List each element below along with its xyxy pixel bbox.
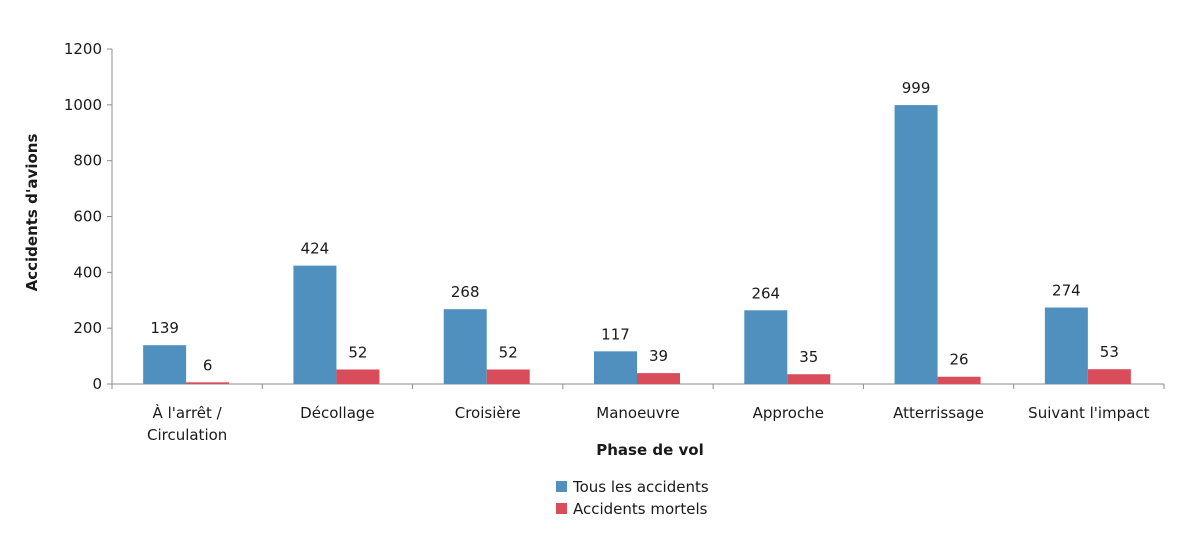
y-tick-label: 400 <box>73 263 102 281</box>
y-axis-title: Accidents d'avions <box>23 134 41 292</box>
data-label: 274 <box>1052 282 1081 300</box>
x-tick-label: À l'arrêt / <box>153 403 223 422</box>
data-label: 139 <box>150 319 179 337</box>
x-tick-label: Approche <box>753 404 824 422</box>
data-label: 424 <box>301 240 330 258</box>
x-axis-title: Phase de vol <box>596 441 703 459</box>
y-tick-label: 800 <box>73 152 102 170</box>
bar-all-accidents <box>293 265 337 384</box>
bar-all-accidents <box>443 309 487 384</box>
data-label: 53 <box>1100 343 1119 361</box>
y-tick-label: 600 <box>73 208 102 226</box>
data-label: 6 <box>203 356 213 374</box>
bar-all-accidents <box>1044 307 1088 384</box>
data-label: 52 <box>348 343 367 361</box>
bar-fatal-accidents <box>486 369 530 384</box>
data-label: 117 <box>601 325 630 343</box>
bar-fatal-accidents <box>637 373 680 384</box>
bar-fatal-accidents <box>937 376 981 384</box>
data-label: 26 <box>950 351 969 369</box>
bar-all-accidents <box>744 310 788 384</box>
y-tick-label: 0 <box>92 375 102 393</box>
data-label: 999 <box>902 79 931 97</box>
y-tick-label: 1200 <box>64 40 102 58</box>
legend-label: Tous les accidents <box>572 478 709 496</box>
data-label: 39 <box>649 347 668 365</box>
bar-fatal-accidents <box>336 369 380 384</box>
bar-all-accidents <box>894 105 938 385</box>
data-label: 268 <box>451 283 480 301</box>
bar-fatal-accidents <box>1087 369 1131 384</box>
legend-swatch <box>556 503 567 514</box>
x-tick-label: Manoeuvre <box>596 404 680 422</box>
legend-swatch <box>556 481 567 492</box>
x-tick-label: Atterrissage <box>893 404 984 422</box>
bar-fatal-accidents <box>186 382 230 384</box>
data-label: 52 <box>499 343 518 361</box>
bar-fatal-accidents <box>787 374 831 384</box>
x-tick-label: Suivant l'impact <box>1028 404 1149 422</box>
y-tick-label: 1000 <box>64 96 102 114</box>
y-tick-label: 200 <box>73 319 102 337</box>
legend-label: Accidents mortels <box>573 500 708 518</box>
bar-all-accidents <box>143 345 187 384</box>
x-tick-label: Décollage <box>300 404 374 422</box>
x-tick-label: Croisière <box>455 404 521 422</box>
data-label: 264 <box>751 284 780 302</box>
x-tick-label: Circulation <box>147 426 227 444</box>
bar-all-accidents <box>594 351 637 384</box>
data-label: 35 <box>799 348 818 366</box>
